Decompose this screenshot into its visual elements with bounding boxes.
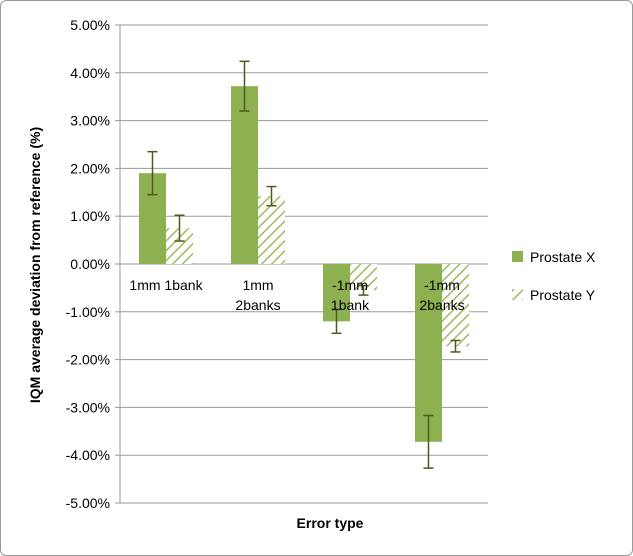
legend-swatch <box>512 251 523 262</box>
y-tick-label: 0.00% <box>70 256 110 272</box>
y-tick-label: 3.00% <box>70 113 110 129</box>
category-label: 2banks <box>419 297 464 313</box>
y-tick-label: -3.00% <box>66 399 110 415</box>
legend-label: Prostate Y <box>530 287 596 303</box>
y-axis-title: IQM average deviation from reference (%) <box>27 127 43 403</box>
category-label: 1bank <box>331 297 370 313</box>
bar-prostate-x <box>231 86 258 265</box>
category-labels: 1mm 1bank 1mm 2banks -1mm 1bank -1mm 2banks <box>129 277 464 313</box>
y-tick-labels: 5.00% 4.00% 3.00% 2.00% 1.00% 0.00% -1.00% -2.0… <box>66 17 110 511</box>
category-label: 2banks <box>235 297 280 313</box>
y-tick-label: -2.00% <box>66 352 110 368</box>
bars <box>139 86 469 442</box>
error-bars <box>147 60 461 469</box>
legend: Prostate X Prostate Y <box>512 249 596 303</box>
y-tick-label: 5.00% <box>70 17 110 33</box>
category-label: -1mm <box>332 277 368 293</box>
bar-prostate-y <box>442 264 469 347</box>
category-label: 1mm <box>242 277 273 293</box>
y-tick-label: -4.00% <box>66 447 110 463</box>
y-tick-label: 2.00% <box>70 160 110 176</box>
category-label: 1mm 1bank <box>129 277 203 293</box>
y-tick-label: 4.00% <box>70 65 110 81</box>
category-label: -1mm <box>424 277 460 293</box>
y-tick-label: -5.00% <box>66 495 110 511</box>
legend-swatch <box>512 289 523 300</box>
bar-prostate-y <box>258 196 285 264</box>
y-tick-label: 1.00% <box>70 208 110 224</box>
legend-label: Prostate X <box>530 249 596 265</box>
gridlines <box>115 24 488 504</box>
x-axis-title: Error type <box>297 515 364 531</box>
y-tick-label: -1.00% <box>66 304 110 320</box>
bar-prostate-x <box>415 264 442 442</box>
